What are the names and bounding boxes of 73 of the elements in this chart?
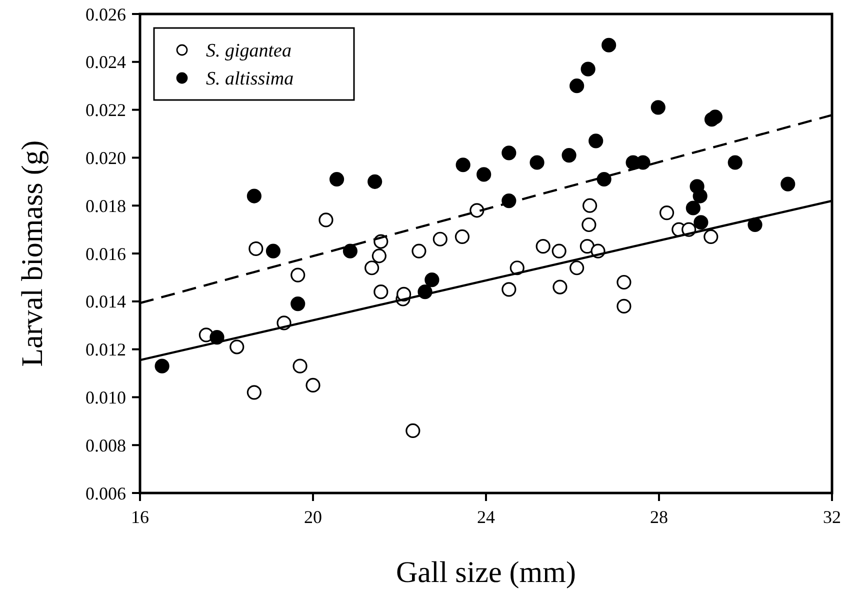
- legend-label: S. gigantea: [206, 40, 292, 62]
- y-tick-label: 0.022: [86, 100, 126, 120]
- point: [536, 239, 550, 254]
- y-tick-label: 0.010: [86, 388, 126, 408]
- y-tick-label: 0.006: [86, 483, 126, 504]
- point: [780, 176, 796, 192]
- point: [596, 172, 612, 187]
- point: [368, 174, 382, 189]
- point: [292, 358, 308, 374]
- x-tick-label: 32: [823, 507, 841, 527]
- point: [246, 385, 262, 400]
- point: [318, 212, 334, 228]
- point: [570, 260, 584, 276]
- point: [432, 232, 448, 246]
- point: [588, 134, 604, 148]
- x-tick-label: 24: [477, 507, 495, 527]
- x-axis-title: Gall size (mm): [396, 556, 576, 589]
- point: [424, 272, 440, 288]
- y-tick-label: 0.008: [86, 435, 126, 456]
- point: [530, 155, 544, 170]
- point: [570, 78, 584, 94]
- point: [502, 282, 516, 297]
- point: [692, 188, 708, 204]
- x-tick-label: 20: [304, 507, 322, 527]
- point: [374, 284, 388, 300]
- point: [306, 378, 320, 393]
- x-tick-label: 28: [650, 507, 668, 527]
- y-tick-label: 0.020: [86, 148, 126, 168]
- point: [248, 241, 264, 256]
- point: [552, 280, 568, 294]
- point: [406, 423, 420, 438]
- point: [329, 172, 344, 187]
- point: [364, 260, 380, 276]
- point: [412, 244, 426, 258]
- point: [582, 217, 596, 232]
- point: [580, 239, 595, 254]
- point: [456, 158, 470, 172]
- point: [686, 200, 700, 216]
- point: [562, 148, 576, 163]
- point: [704, 229, 718, 244]
- point: [602, 38, 616, 52]
- point: [470, 203, 484, 218]
- y-tick-label: 0.016: [86, 244, 126, 264]
- y-tick-label: 0.012: [86, 340, 126, 360]
- point: [476, 167, 492, 182]
- y-tick-label: 0.024: [86, 52, 126, 72]
- point: [342, 244, 358, 258]
- point: [502, 146, 516, 160]
- point: [580, 62, 596, 76]
- point: [748, 217, 762, 232]
- point: [372, 248, 386, 264]
- point: [708, 110, 723, 124]
- point: [154, 358, 170, 374]
- y-axis-title: Larval biomass (g): [16, 140, 49, 367]
- point: [230, 340, 244, 354]
- point: [246, 188, 262, 204]
- y-tick-label: 0.026: [86, 4, 126, 24]
- point: [650, 100, 666, 115]
- x-tick-label: 16: [131, 507, 149, 527]
- y-tick-label: 0.014: [86, 292, 126, 312]
- y-tick-label: 0.018: [86, 196, 126, 216]
- point: [659, 205, 674, 220]
- point: [616, 298, 632, 314]
- point: [552, 244, 566, 258]
- point: [616, 274, 632, 290]
- point: [582, 198, 598, 213]
- legend-label: S. altissima: [206, 68, 294, 90]
- point: [694, 215, 708, 230]
- point: [290, 268, 306, 282]
- point: [728, 155, 742, 170]
- point: [266, 244, 281, 258]
- point: [454, 229, 470, 244]
- point: [290, 296, 306, 312]
